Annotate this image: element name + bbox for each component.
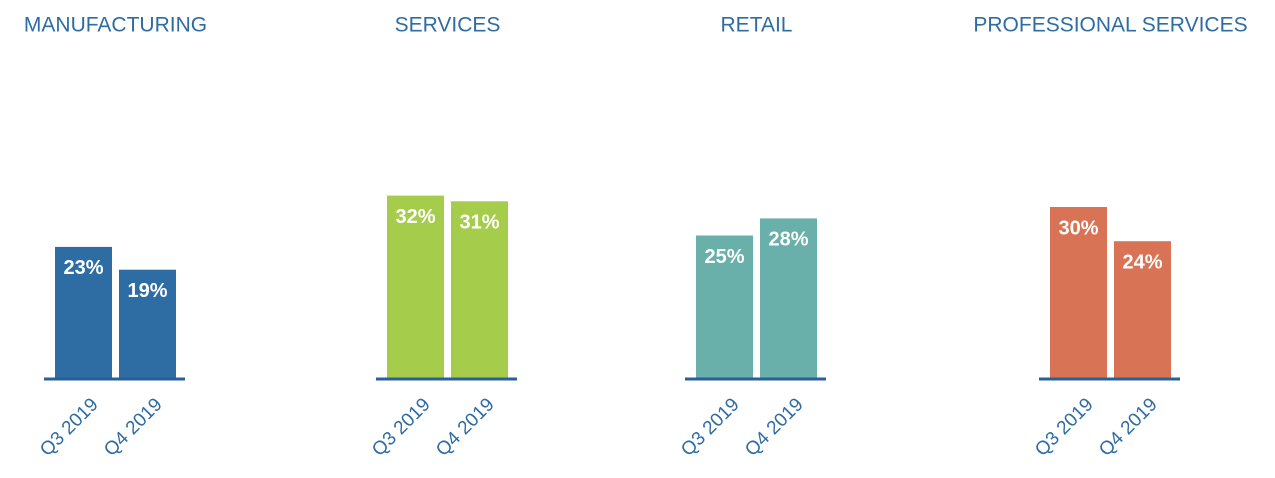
bar (119, 269, 176, 378)
value-label: 23% (63, 257, 103, 279)
category-label: Q4 2019 (432, 394, 498, 460)
chart-title: PROFESSIONAL SERVICES (973, 14, 1247, 37)
category-label: Q3 2019 (1031, 394, 1097, 460)
bar (1114, 241, 1171, 378)
bar (696, 235, 753, 378)
value-label: 30% (1058, 217, 1098, 239)
bar (1050, 207, 1107, 378)
category-label: Q3 2019 (368, 394, 434, 460)
bar (55, 246, 112, 378)
value-label: 31% (459, 212, 499, 234)
value-label: 25% (704, 246, 744, 268)
category-label: Q4 2019 (100, 394, 166, 460)
category-label: Q3 2019 (677, 394, 743, 460)
bar (387, 195, 444, 378)
category-label: Q4 2019 (1095, 394, 1161, 460)
category-label: Q3 2019 (36, 394, 102, 460)
chart-title: MANUFACTURING (24, 14, 207, 37)
chart-title: RETAIL (721, 14, 793, 37)
value-label: 32% (395, 206, 435, 228)
value-label: 19% (127, 280, 167, 302)
chart-title: SERVICES (395, 14, 501, 37)
value-label: 24% (1122, 251, 1162, 273)
value-label: 28% (768, 229, 808, 251)
bar (760, 218, 817, 378)
bar (451, 201, 508, 378)
category-label: Q4 2019 (741, 394, 807, 460)
